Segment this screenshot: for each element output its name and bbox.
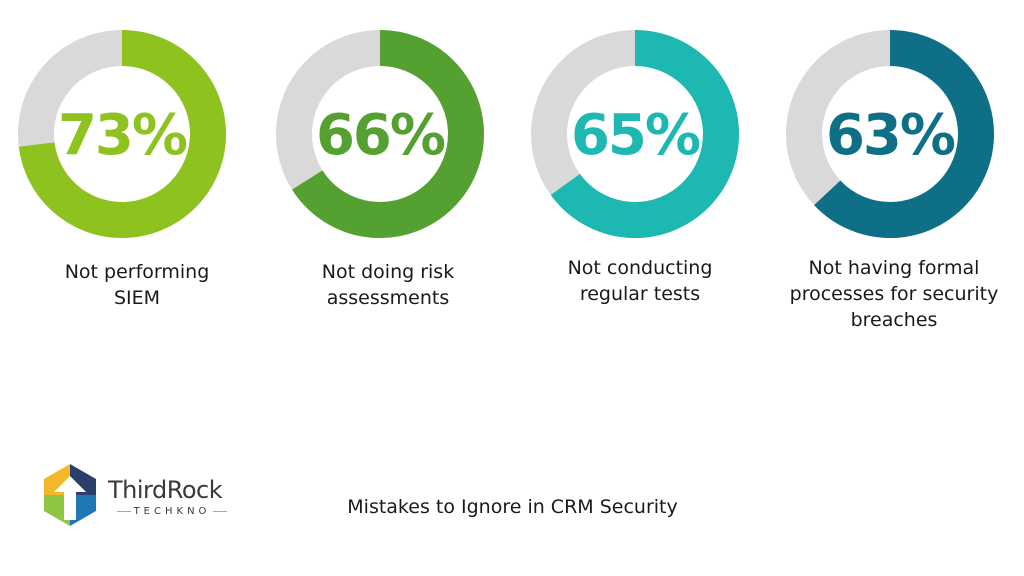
donut-value-label: 66%	[316, 103, 445, 168]
caption-line: SIEM	[113, 287, 161, 309]
logo-hex-bottom-right	[70, 495, 96, 526]
donut-value-label: 63%	[826, 103, 955, 168]
footer-title: Mistakes to Ignore in CRM Security	[347, 496, 678, 518]
logo-subtitle: TECHKNO	[108, 506, 236, 517]
thirdrock-logo: ThirdRock TECHKNO	[40, 462, 250, 528]
donut-svg: 63%	[786, 30, 994, 238]
donut-value-label: 73%	[58, 103, 187, 168]
logo-arrow	[54, 476, 86, 520]
caption-line: regular tests	[579, 283, 701, 305]
donut-svg: 65%	[531, 30, 739, 238]
donut-arc	[276, 30, 484, 238]
caption-line: breaches	[850, 309, 938, 331]
caption-line: Not conducting	[567, 257, 713, 279]
hexagon-arrow-icon	[44, 464, 96, 526]
caption-regular-tests: Not conducting regular tests	[520, 255, 760, 307]
caption-siem: Not performing SIEM	[17, 259, 257, 311]
donut-chart-regular-tests: 65%	[530, 29, 740, 239]
caption-line: Not having formal	[808, 257, 980, 279]
caption-line: assessments	[326, 287, 450, 309]
donut-arc	[18, 30, 226, 238]
donut-svg: 73%	[18, 30, 226, 238]
donut-arc	[786, 30, 994, 238]
logo-hex-bottom-left	[44, 495, 70, 526]
caption-formal-processes: Not having formal processes for security…	[774, 255, 1014, 333]
caption-line: Not doing risk	[321, 261, 455, 283]
caption-risk-assessments: Not doing risk assessments	[268, 259, 508, 311]
donut-svg: 66%	[276, 30, 484, 238]
donut-chart-formal-processes: 63%	[785, 29, 995, 239]
donut-arc	[531, 30, 739, 238]
caption-line: Not performing	[64, 261, 210, 283]
caption-line: processes for security	[789, 283, 999, 305]
donut-chart-siem: 73%	[17, 29, 227, 239]
donut-value-label: 65%	[571, 103, 700, 168]
logo-name: ThirdRock	[108, 476, 223, 504]
donut-chart-risk-assessments: 66%	[275, 29, 485, 239]
